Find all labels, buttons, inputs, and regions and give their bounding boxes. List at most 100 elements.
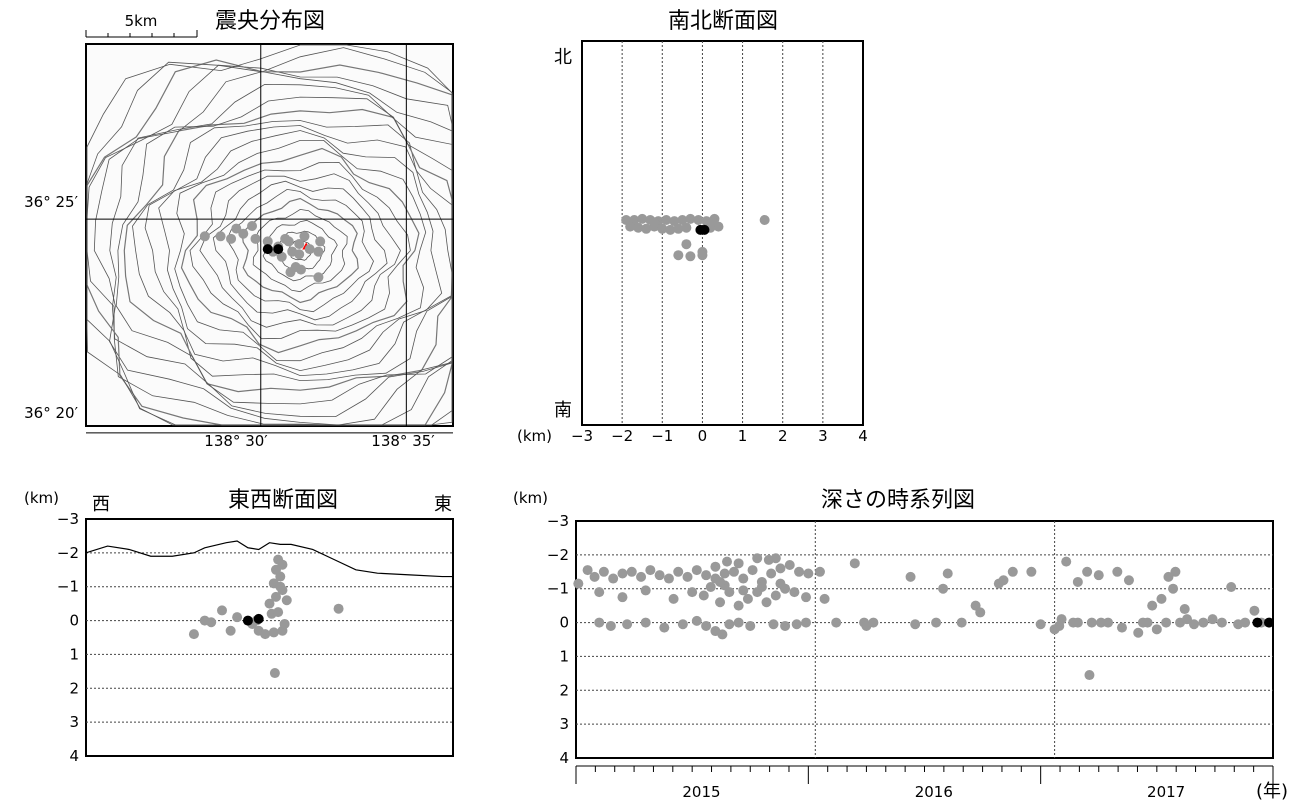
past-event-point xyxy=(1216,617,1227,628)
past-event-point xyxy=(724,619,735,630)
past-event-point xyxy=(199,231,210,242)
ns-x-tick-labels: −3 −2 −1 0 1 2 3 4 xyxy=(571,427,868,445)
contour-line xyxy=(158,130,443,372)
topography-profile xyxy=(85,540,453,578)
past-event-point xyxy=(998,575,1009,586)
past-event-point xyxy=(775,578,786,589)
past-event-point xyxy=(747,565,758,576)
past-event-point xyxy=(738,573,749,584)
contour-line xyxy=(174,139,427,362)
past-event-point xyxy=(1161,617,1172,628)
past-event-point xyxy=(661,215,672,225)
past-event-point xyxy=(831,617,842,628)
past-event-point xyxy=(617,592,628,603)
past-event-point xyxy=(250,233,261,244)
ns-x-tick-label: 1 xyxy=(738,427,748,445)
ts-y-tick-label: 0 xyxy=(559,614,569,632)
past-event-point xyxy=(1170,566,1181,577)
past-event-point xyxy=(719,568,730,579)
past-event-point xyxy=(238,228,249,239)
past-event-point xyxy=(247,221,258,232)
past-event-point xyxy=(313,246,324,257)
ew-y-tick-label: 0 xyxy=(69,612,79,630)
past-event-point xyxy=(270,591,281,602)
past-event-point xyxy=(1056,614,1067,625)
recent-event-point xyxy=(699,224,710,235)
ew-y-tick-label: 4 xyxy=(69,747,79,765)
ts-y-tick-label: 1 xyxy=(559,647,569,665)
past-event-point xyxy=(677,215,688,225)
past-event-point xyxy=(622,619,633,630)
ns-section-title: 南北断面図 xyxy=(668,9,778,34)
past-event-point xyxy=(226,233,237,244)
ns-section-panel: 南北断面図 北 南 (km) −3 −2 −1 0 1 2 3 4 xyxy=(517,9,868,445)
past-event-point xyxy=(814,566,825,577)
contour-line xyxy=(241,197,359,304)
past-event-point xyxy=(691,615,702,626)
past-event-point xyxy=(759,215,770,225)
contour-line xyxy=(189,161,411,340)
ns-x-tick-label: −3 xyxy=(571,427,593,445)
past-event-point xyxy=(232,612,243,623)
past-event-point xyxy=(281,595,292,606)
past-event-point xyxy=(1035,619,1046,630)
ts-year-label: 2017 xyxy=(1147,783,1185,801)
contour-line xyxy=(115,96,453,405)
ts-year-label: 2015 xyxy=(682,783,720,801)
past-event-point xyxy=(710,561,721,572)
past-event-point xyxy=(649,217,660,228)
past-event-point xyxy=(657,223,668,234)
ns-x-tick-label: −2 xyxy=(611,427,633,445)
past-event-point xyxy=(1112,566,1123,577)
past-event-point xyxy=(1147,600,1158,611)
past-event-point xyxy=(717,629,728,640)
past-event-point xyxy=(598,566,609,577)
past-event-point xyxy=(1096,617,1107,628)
past-event-point xyxy=(766,568,777,579)
contour-line xyxy=(212,180,388,321)
epicenter-map-panel: 震央分布図 5km 36° 25′ 36° 20′ 138° 30′ 138° … xyxy=(24,9,454,450)
past-event-point xyxy=(698,590,709,601)
map-lat-tick-label-1: 36° 25′ xyxy=(24,193,78,211)
past-event-point xyxy=(794,566,805,577)
past-event-point xyxy=(768,619,779,630)
past-event-point xyxy=(290,262,301,273)
map-gridlines xyxy=(86,44,453,434)
ns-x-tick-label: −1 xyxy=(651,427,673,445)
past-event-point xyxy=(1189,619,1200,630)
past-event-point xyxy=(938,583,949,594)
past-event-point xyxy=(294,238,305,249)
ts-unit-label: (km) xyxy=(513,489,548,507)
contour-line xyxy=(199,173,401,328)
past-event-point xyxy=(693,215,704,225)
past-event-point xyxy=(761,597,772,608)
past-event-point xyxy=(1156,593,1167,604)
past-event-point xyxy=(1026,566,1037,577)
ns-section-frame xyxy=(581,40,864,426)
past-event-point xyxy=(582,565,593,576)
past-event-point xyxy=(1072,617,1083,628)
past-event-point xyxy=(801,592,812,603)
past-event-point xyxy=(665,224,676,235)
ew-topography-line xyxy=(85,540,453,578)
ew-west-label: 西 xyxy=(92,494,110,515)
past-event-point xyxy=(617,568,628,579)
past-event-point xyxy=(975,607,986,618)
ns-hypocenters xyxy=(621,213,770,262)
past-event-point xyxy=(685,251,696,262)
past-event-point xyxy=(573,578,584,589)
past-event-point xyxy=(608,573,619,584)
past-event-point xyxy=(701,620,712,631)
past-event-point xyxy=(659,622,670,633)
past-event-point xyxy=(677,619,688,630)
contour-line xyxy=(144,125,453,377)
past-event-point xyxy=(697,250,708,261)
past-event-point xyxy=(1007,566,1018,577)
past-event-point xyxy=(275,581,286,592)
past-event-point xyxy=(905,571,916,582)
past-event-point xyxy=(1207,614,1218,625)
past-event-point xyxy=(942,568,953,579)
contour-line xyxy=(109,83,453,418)
ns-gridlines xyxy=(621,41,824,425)
scale-bar-label: 5km xyxy=(125,12,158,30)
